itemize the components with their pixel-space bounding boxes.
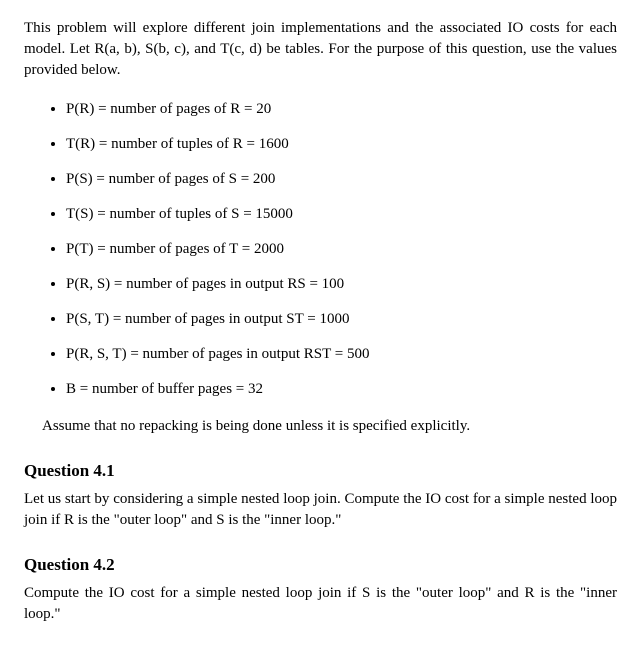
question-4-1-heading: Question 4.1 — [24, 459, 617, 483]
list-item: T(S) = number of tuples of S = 15000 — [66, 204, 617, 225]
list-item: P(T) = number of pages of T = 2000 — [66, 239, 617, 260]
list-item: T(R) = number of tuples of R = 1600 — [66, 134, 617, 155]
assumption-note: Assume that no repacking is being done u… — [24, 416, 617, 437]
list-item: P(R) = number of pages of R = 20 — [66, 99, 617, 120]
list-item: B = number of buffer pages = 32 — [66, 379, 617, 400]
list-item: P(S, T) = number of pages in output ST =… — [66, 309, 617, 330]
values-list: P(R) = number of pages of R = 20 T(R) = … — [24, 99, 617, 400]
question-4-2-body: Compute the IO cost for a simple nested … — [24, 583, 617, 625]
question-4-2-heading: Question 4.2 — [24, 553, 617, 577]
question-4-1-body: Let us start by considering a simple nes… — [24, 489, 617, 531]
list-item: P(S) = number of pages of S = 200 — [66, 169, 617, 190]
list-item: P(R, S, T) = number of pages in output R… — [66, 344, 617, 365]
problem-intro: This problem will explore different join… — [24, 18, 617, 81]
list-item: P(R, S) = number of pages in output RS =… — [66, 274, 617, 295]
